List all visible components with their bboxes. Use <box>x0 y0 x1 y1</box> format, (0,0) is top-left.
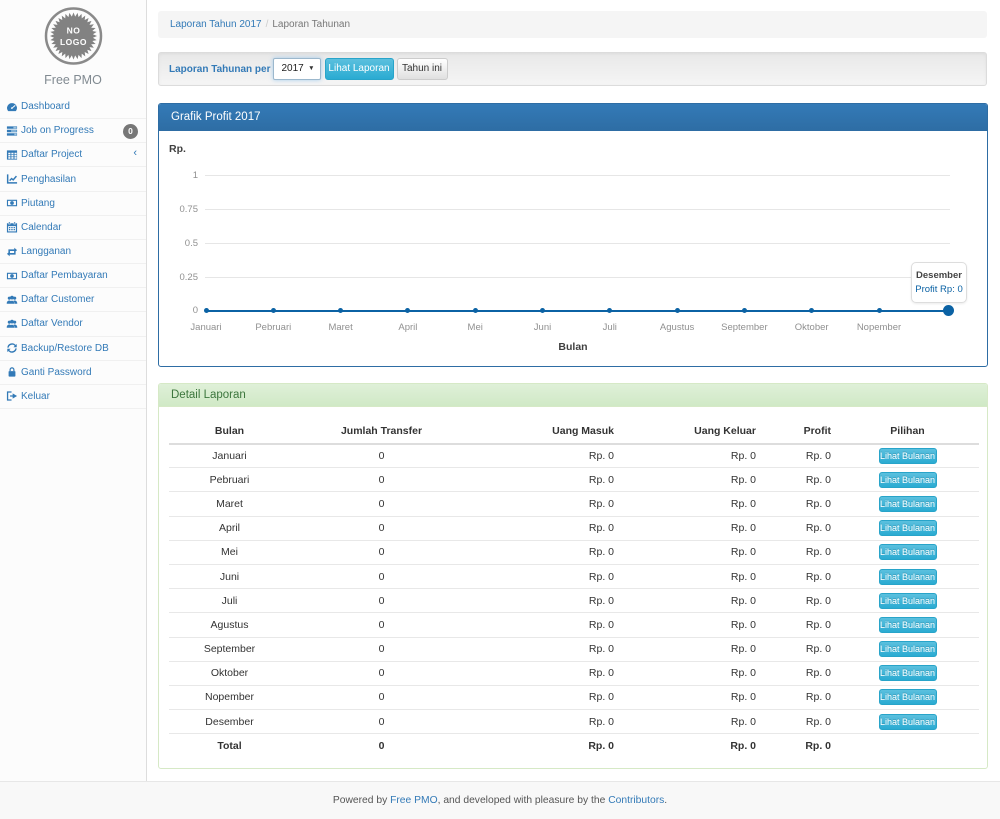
svg-text:LOGO: LOGO <box>60 37 87 47</box>
svg-text:NO: NO <box>67 26 81 36</box>
